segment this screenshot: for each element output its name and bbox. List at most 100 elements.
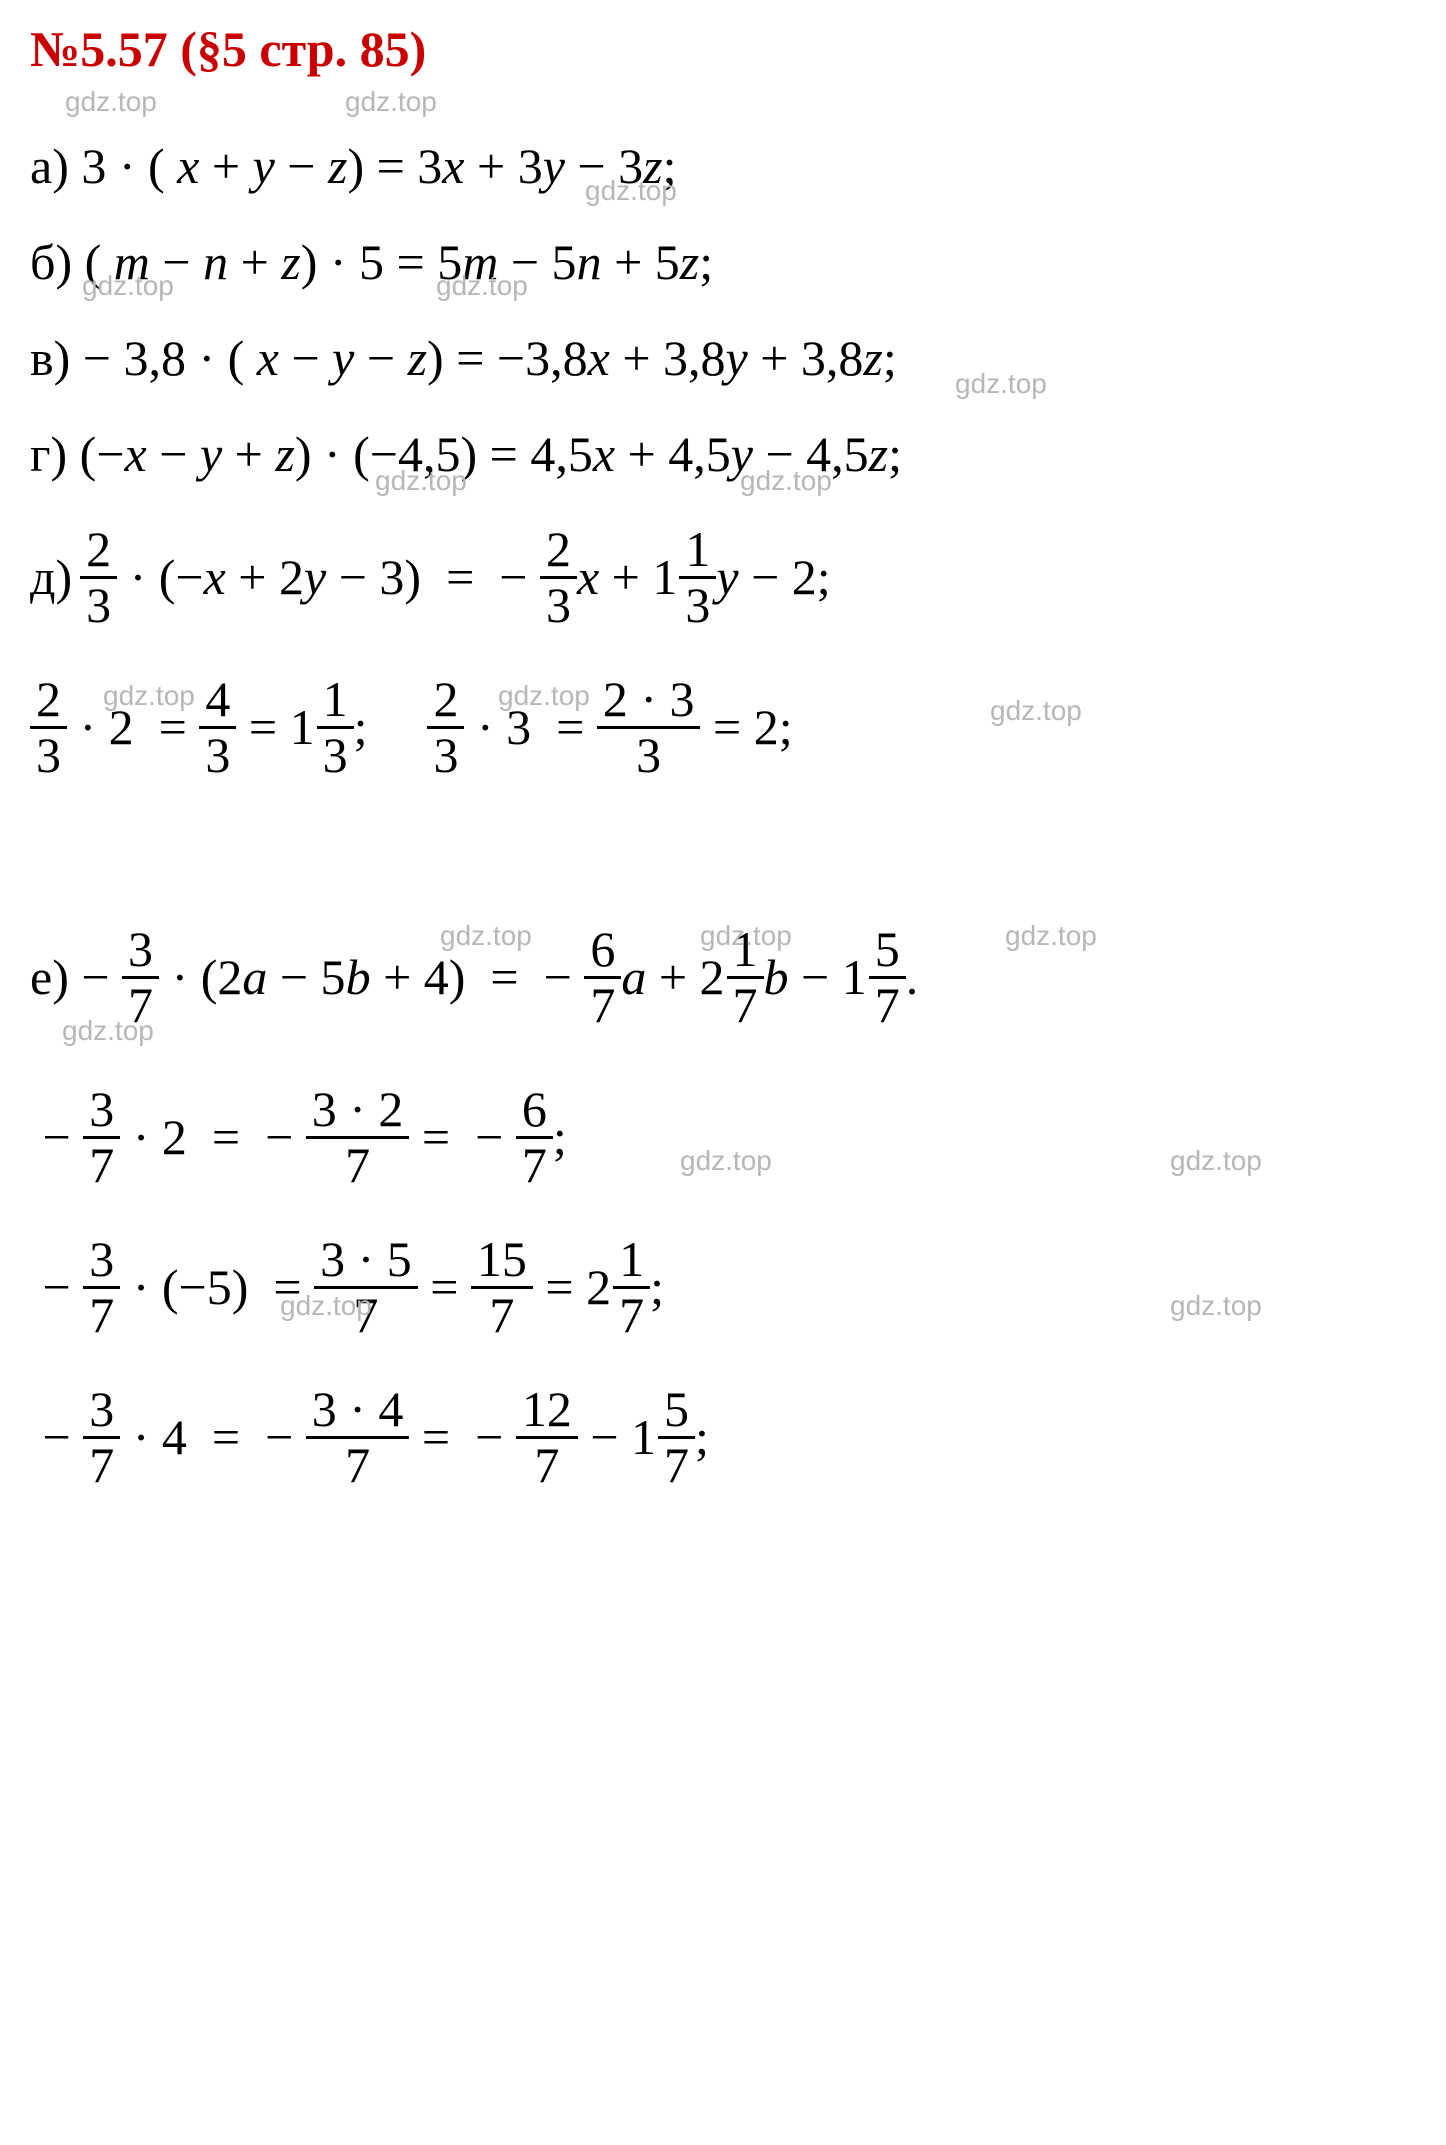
var: b [764, 948, 789, 1006]
numerator: 6 [584, 923, 621, 979]
line-e: е) − 3 7 · (2a − 5b + 4) = − 6 7 a + 2 1… [30, 892, 1416, 1062]
text: ) [347, 137, 364, 195]
text: ; [553, 1108, 567, 1166]
denominator: 7 [83, 1439, 120, 1492]
text: · (2a − 5b + 4) [159, 948, 478, 1006]
rhs: 4,5x + 4,5y − 4,5z; [530, 425, 902, 483]
eq: = [199, 1108, 252, 1166]
numerator: 2 [540, 523, 577, 579]
numerator: 4 [199, 673, 236, 729]
text: · 3 [464, 698, 543, 756]
numerator: 15 [471, 1233, 533, 1289]
op: − [354, 329, 407, 387]
line-g: г) (−x − y + z) · (−4,5) = 4,5x + 4,5y −… [30, 406, 1416, 502]
denominator: 7 [339, 1139, 376, 1192]
mixed-number: 2 1 7 [586, 1233, 650, 1341]
text: − 2; [739, 548, 844, 606]
denominator: 7 [347, 1289, 384, 1342]
sign: − [30, 1258, 83, 1316]
text: . [906, 948, 919, 1006]
fraction: 3 · 5 7 [314, 1233, 418, 1341]
var: z [281, 233, 300, 291]
denominator: 3 [199, 729, 236, 782]
watermark: gdz.top [65, 86, 157, 118]
coef: (−4,5) [353, 425, 477, 483]
text: · 2 [120, 1108, 199, 1166]
eq: = [444, 329, 497, 387]
denominator: 7 [869, 979, 906, 1032]
denominator: 7 [83, 1289, 120, 1342]
denominator: 3 [540, 579, 577, 632]
var: m [114, 233, 150, 291]
sign: − [30, 1408, 83, 1466]
line-d: д) 2 3 · (−x + 2y − 3) = − 2 3 x + 1 1 3… [30, 502, 1416, 652]
eq: = [384, 233, 437, 291]
numerator: 1 [317, 673, 354, 729]
mixed-number: 1 1 3 [652, 523, 716, 631]
text: 2; [754, 698, 793, 756]
denominator: 7 [122, 979, 159, 1032]
text: ( [136, 137, 178, 195]
var: y [332, 329, 354, 387]
label-d: д) [30, 548, 72, 606]
denominator: 3 [427, 729, 464, 782]
fraction: 2 3 [80, 523, 117, 631]
sign: − [463, 1108, 516, 1166]
text: ) [301, 233, 318, 291]
sign: − [69, 948, 122, 1006]
line-b: б) ( m − n + z ) · 5 = 5m − 5n + 5z; [30, 214, 1416, 310]
numerator: 6 [516, 1083, 553, 1139]
eq: = [418, 1258, 471, 1316]
text: ; [650, 1258, 664, 1316]
text: · [119, 137, 136, 195]
denominator: 7 [613, 1289, 650, 1342]
denominator: 7 [83, 1139, 120, 1192]
eq: = [478, 948, 531, 1006]
eq: = [434, 548, 487, 606]
rhs: 3x + 3y − 3z; [417, 137, 676, 195]
var: n [203, 233, 228, 291]
fraction: 2 · 3 3 [597, 673, 701, 781]
text: · 2 [67, 698, 146, 756]
label-a: а) [30, 137, 69, 195]
line-v: в) − 3,8 · ( x − y − z ) = −3,8x + 3,8y … [30, 310, 1416, 406]
fraction: 3 · 4 7 [306, 1383, 410, 1491]
int: 1 [652, 548, 679, 606]
numerator: 12 [516, 1383, 578, 1439]
eq: = [364, 137, 417, 195]
op: − [275, 137, 328, 195]
line-e3: − 3 7 · (−5) = 3 · 5 7 = 15 7 = 2 1 7 ; [30, 1212, 1416, 1362]
denominator: 3 [679, 579, 716, 632]
label-e: е) [30, 948, 69, 1006]
text: · (−5) [120, 1258, 261, 1316]
numerator: 5 [658, 1383, 695, 1439]
fraction: 3 7 [122, 923, 159, 1031]
op: − [578, 1408, 631, 1466]
op: + [228, 233, 281, 291]
sign: − [531, 948, 584, 1006]
sign: − [253, 1408, 306, 1466]
line-d2: 2 3 · 2 = 4 3 = 1 1 3 ; 2 3 · 3 = 2 · 3 … [30, 652, 1416, 802]
int: 1 [842, 948, 869, 1006]
int: 2 [586, 1258, 613, 1316]
fraction: 2 3 [540, 523, 577, 631]
fraction: 15 7 [471, 1233, 533, 1341]
numerator: 2 · 3 [597, 673, 701, 729]
eq: = [544, 698, 597, 756]
rhs: −3,8x + 3,8y + 3,8z; [497, 329, 897, 387]
mixed-number: 1 5 7 [842, 923, 906, 1031]
denominator: 7 [339, 1439, 376, 1492]
fraction: 3 · 2 7 [306, 1083, 410, 1191]
eq: = [477, 425, 530, 483]
denominator: 7 [528, 1439, 565, 1492]
line-a: а) 3 · ( x + y − z ) = 3x + 3y − 3z; [30, 118, 1416, 214]
numerator: 3 [83, 1383, 120, 1439]
label-b: б) [30, 233, 72, 291]
numerator: 3 [122, 923, 159, 979]
int: 1 [631, 1408, 658, 1466]
fraction: 3 7 [83, 1233, 120, 1341]
sign: − [30, 1108, 83, 1166]
fraction: 2 3 [427, 673, 464, 781]
eq: = [409, 1408, 462, 1466]
numerator: 3 [83, 1233, 120, 1289]
